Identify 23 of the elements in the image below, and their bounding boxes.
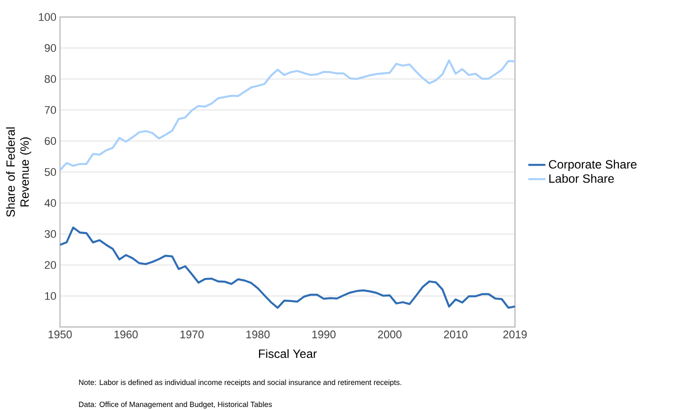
line-series <box>60 226 515 309</box>
x-tick-label: 1960 <box>114 330 138 338</box>
y-tick-label: 40 <box>44 199 56 207</box>
y-tick-label: 100 <box>38 13 56 21</box>
y-tick-label: 90 <box>44 44 56 52</box>
y-tick-label: 80 <box>44 75 56 83</box>
legend-label: Corporate Share <box>548 160 637 171</box>
y-tick-label: 50 <box>44 168 56 176</box>
x-tick-label: 2019 <box>503 330 527 338</box>
x-axis-title: Fiscal Year <box>259 349 317 358</box>
x-tick-label: 2000 <box>378 330 402 338</box>
x-tick-label: 1970 <box>180 330 204 338</box>
y-tick-label: 10 <box>45 292 56 300</box>
y-tick-label: 30 <box>44 230 56 238</box>
y-tick-label: 70 <box>44 106 56 114</box>
x-tick-label: 1950 <box>48 330 72 338</box>
x-tick-label: 2010 <box>444 330 468 338</box>
x-tick-label: 1980 <box>246 330 270 338</box>
y-tick-label: 20 <box>44 261 56 269</box>
legend-label: Labor Share <box>549 174 614 183</box>
y-axis-title: Share of Federal Revenue (%) <box>6 127 32 217</box>
y-tick-label: 60 <box>44 137 56 145</box>
x-tick-label: 1990 <box>312 330 336 338</box>
